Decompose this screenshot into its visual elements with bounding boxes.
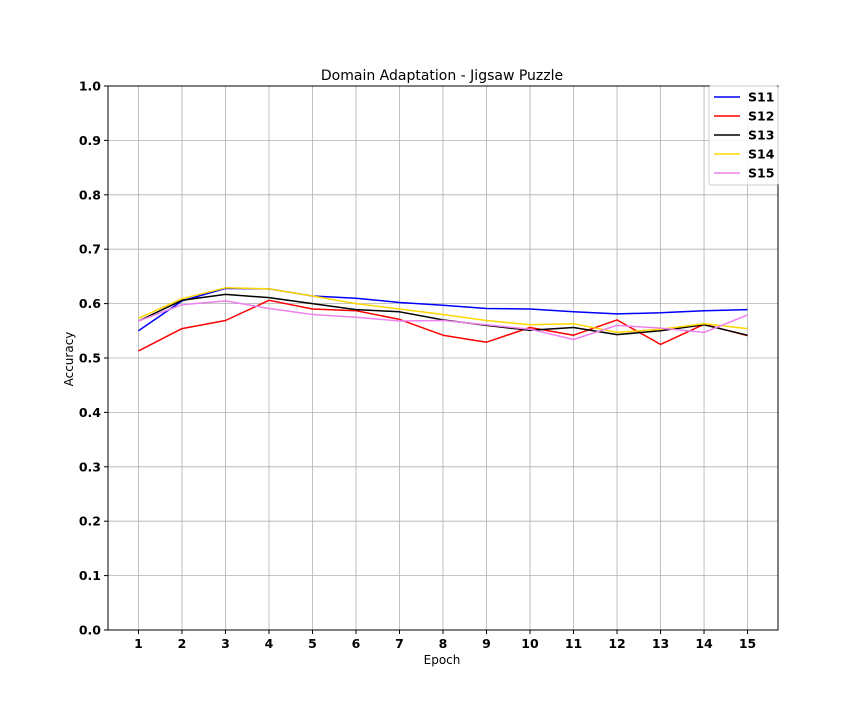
x-tick-label: 1 — [134, 636, 143, 651]
x-tick-label: 13 — [652, 636, 669, 651]
x-tick-label: 15 — [739, 636, 756, 651]
legend-label-s15: S15 — [748, 166, 774, 181]
legend-box — [708, 85, 779, 186]
y-tick-label: 0.2 — [79, 514, 101, 529]
series-line-s12 — [138, 299, 748, 352]
x-tick-label: 6 — [352, 636, 361, 651]
x-tick-label: 14 — [695, 636, 713, 651]
series-line-s15 — [138, 300, 748, 341]
legend: S11 S12 S13 S14 S15 — [708, 85, 779, 186]
series-lines — [138, 287, 748, 352]
x-tick-label: 5 — [308, 636, 317, 651]
y-tick-label: 0.5 — [79, 351, 101, 366]
y-tick-label: 0.1 — [79, 568, 101, 583]
x-tick-label: 2 — [178, 636, 187, 651]
grid — [108, 85, 778, 631]
x-tick-label: 12 — [608, 636, 625, 651]
y-tick-label: 0.4 — [79, 405, 101, 420]
legend-label-s11: S11 — [748, 90, 774, 105]
y-axis-label: Accuracy — [62, 332, 76, 387]
x-tick-label: 11 — [565, 636, 582, 651]
y-tick-label: 0.7 — [79, 242, 101, 257]
y-tick-label: 0.3 — [79, 459, 101, 474]
x-axis-label: Epoch — [424, 653, 461, 667]
legend-label-s14: S14 — [748, 147, 775, 162]
y-tick-label: 0.0 — [79, 623, 101, 638]
x-tick-label: 9 — [482, 636, 491, 651]
x-tick-label: 3 — [221, 636, 230, 651]
legend-label-s12: S12 — [748, 109, 774, 124]
x-tick-label: 10 — [521, 636, 539, 651]
series-line-s14 — [138, 287, 748, 334]
y-tick-label: 1.0 — [79, 79, 101, 94]
chart-title: Domain Adaptation - Jigsaw Puzzle — [321, 68, 563, 84]
y-tick-label: 0.8 — [79, 187, 101, 202]
y-tick-label: 0.6 — [79, 296, 101, 311]
x-tick-label: 4 — [265, 636, 274, 651]
axis-ticks: 1 2 3 4 5 6 7 8 9 10 11 12 13 14 150.00.10.20.30.40.50… — [79, 79, 756, 652]
x-tick-label: 7 — [395, 636, 404, 651]
legend-label-s13: S13 — [748, 128, 774, 143]
y-tick-label: 0.9 — [79, 133, 101, 148]
x-tick-label: 8 — [439, 636, 448, 651]
